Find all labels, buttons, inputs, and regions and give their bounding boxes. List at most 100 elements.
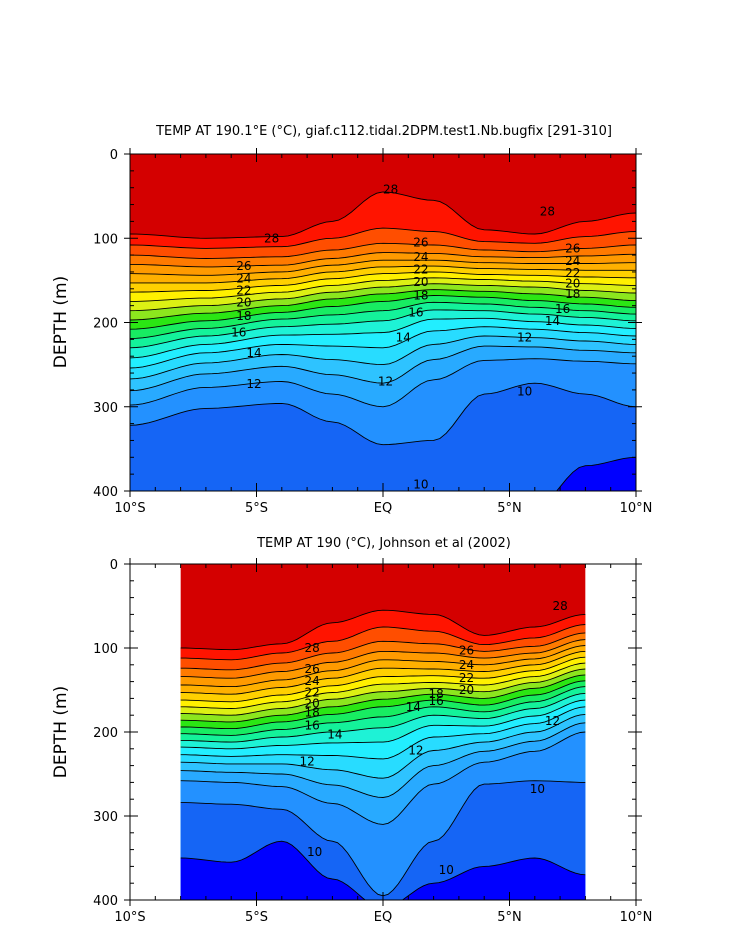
isotherm-23 (180, 650, 586, 695)
contour-label: 20 (305, 696, 320, 710)
x-tick-label: 10°N (620, 501, 653, 516)
isotherm-9 (180, 840, 586, 900)
x-tick-label: 5°S (245, 910, 268, 925)
contour-label: 18 (236, 309, 251, 323)
contour-label: 20 (459, 683, 474, 697)
y-tick-label: 100 (93, 642, 118, 657)
contour-label: 28 (540, 204, 555, 218)
contour-label: 12 (408, 743, 423, 757)
y-tick-label: 300 (93, 401, 118, 416)
contour-label: 14 (327, 728, 342, 742)
isotherm-13 (130, 335, 636, 380)
contour-label: 10 (439, 863, 454, 877)
y-tick-label: 400 (93, 894, 118, 909)
contour-label: 10 (413, 477, 428, 491)
contour-label: 16 (305, 718, 320, 732)
y-tick-label: 300 (93, 810, 118, 825)
contour-label: 12 (378, 374, 393, 388)
contour-label: 22 (413, 262, 428, 276)
contour-label: 28 (383, 182, 398, 196)
isotherm-17 (130, 301, 636, 339)
x-tick-label: EQ (374, 910, 392, 925)
isotherm-21 (130, 277, 636, 302)
x-tick-label: 10°N (620, 910, 653, 925)
contour-label: 22 (236, 283, 251, 297)
isotherm-24 (130, 259, 636, 276)
isotherm-25 (180, 639, 586, 679)
isotherm-12 (130, 345, 636, 392)
contour-label: 16 (408, 305, 423, 319)
isotherm-13 (180, 713, 586, 779)
isotherm-14 (130, 326, 636, 369)
contour-label: 28 (264, 231, 279, 245)
contour-label: 26 (236, 259, 251, 273)
isotherm-26 (130, 242, 636, 259)
contour-label: 10 (517, 385, 532, 399)
isotherm-21 (180, 662, 586, 709)
isotherm-20 (180, 668, 586, 716)
chart-top: TEMP AT 190.1°E (°C), giaf.c112.tidal.2D… (51, 124, 653, 516)
isotherm-18 (180, 680, 586, 730)
contour-label: 24 (565, 254, 580, 268)
isotherm-15 (130, 317, 636, 359)
contour-label: 24 (459, 658, 474, 672)
contour-label: 28 (552, 599, 567, 613)
isotherm-16 (180, 692, 586, 743)
contour-label: 22 (565, 266, 580, 280)
contour-label: 26 (459, 644, 474, 658)
x-tick-label: 5°N (497, 910, 522, 925)
isotherm-22 (130, 271, 636, 293)
contour-label: 26 (565, 241, 580, 255)
y-tick-label: 200 (93, 726, 118, 741)
isotherm-11 (180, 731, 586, 825)
isotherm-lines (180, 609, 586, 900)
isotherm-22 (180, 656, 586, 703)
isotherm-25 (130, 252, 636, 268)
contour-label: 20 (565, 277, 580, 291)
contour-label: 18 (413, 289, 428, 303)
isotherm-17 (180, 686, 586, 736)
contour-label: 18 (428, 687, 443, 701)
isotherm-27 (130, 227, 636, 249)
contour-label: 14 (396, 331, 411, 345)
contour-label: 12 (299, 754, 314, 768)
contour-label: 14 (545, 314, 560, 328)
y-tick-label: 0 (110, 148, 118, 163)
fill-band-below-9 (556, 457, 636, 491)
contour-label: 18 (305, 706, 320, 720)
contour-label: 10 (530, 782, 545, 796)
isotherm-lines (130, 191, 636, 491)
chart-bottom: TEMP AT 190 (°C), Johnson et al (2002) 2… (51, 536, 653, 925)
contour-label: 14 (246, 346, 261, 360)
fill-band-below-9 (180, 841, 586, 900)
isotherm-28 (180, 609, 586, 651)
isotherm-26 (180, 632, 586, 671)
contour-label: 16 (428, 694, 443, 708)
contour-label: 12 (517, 331, 532, 345)
contour-label: 12 (545, 714, 560, 728)
y-tick-label: 400 (93, 485, 118, 500)
isotherm-23 (130, 265, 636, 284)
y-axis-label-bottom: DEPTH (m) (51, 686, 71, 778)
isotherm-18 (130, 295, 636, 330)
chart-title-bottom: TEMP AT 190 (°C), Johnson et al (2002) (256, 536, 511, 551)
contour-label: 24 (413, 250, 428, 264)
isotherm-19 (130, 289, 636, 321)
isotherm-10 (130, 382, 636, 446)
isotherm-19 (180, 674, 586, 723)
y-tick-label: 100 (93, 232, 118, 247)
isotherm-27 (180, 624, 586, 661)
x-tick-label: EQ (374, 501, 392, 516)
fill-band-below-10 (130, 383, 636, 491)
y-tick-label: 0 (110, 558, 118, 573)
isotherm-16 (130, 309, 636, 349)
contour-label: 20 (413, 275, 428, 289)
isotherm-20 (130, 283, 636, 312)
isotherm-28 (130, 191, 636, 239)
contour-label: 18 (565, 287, 580, 301)
